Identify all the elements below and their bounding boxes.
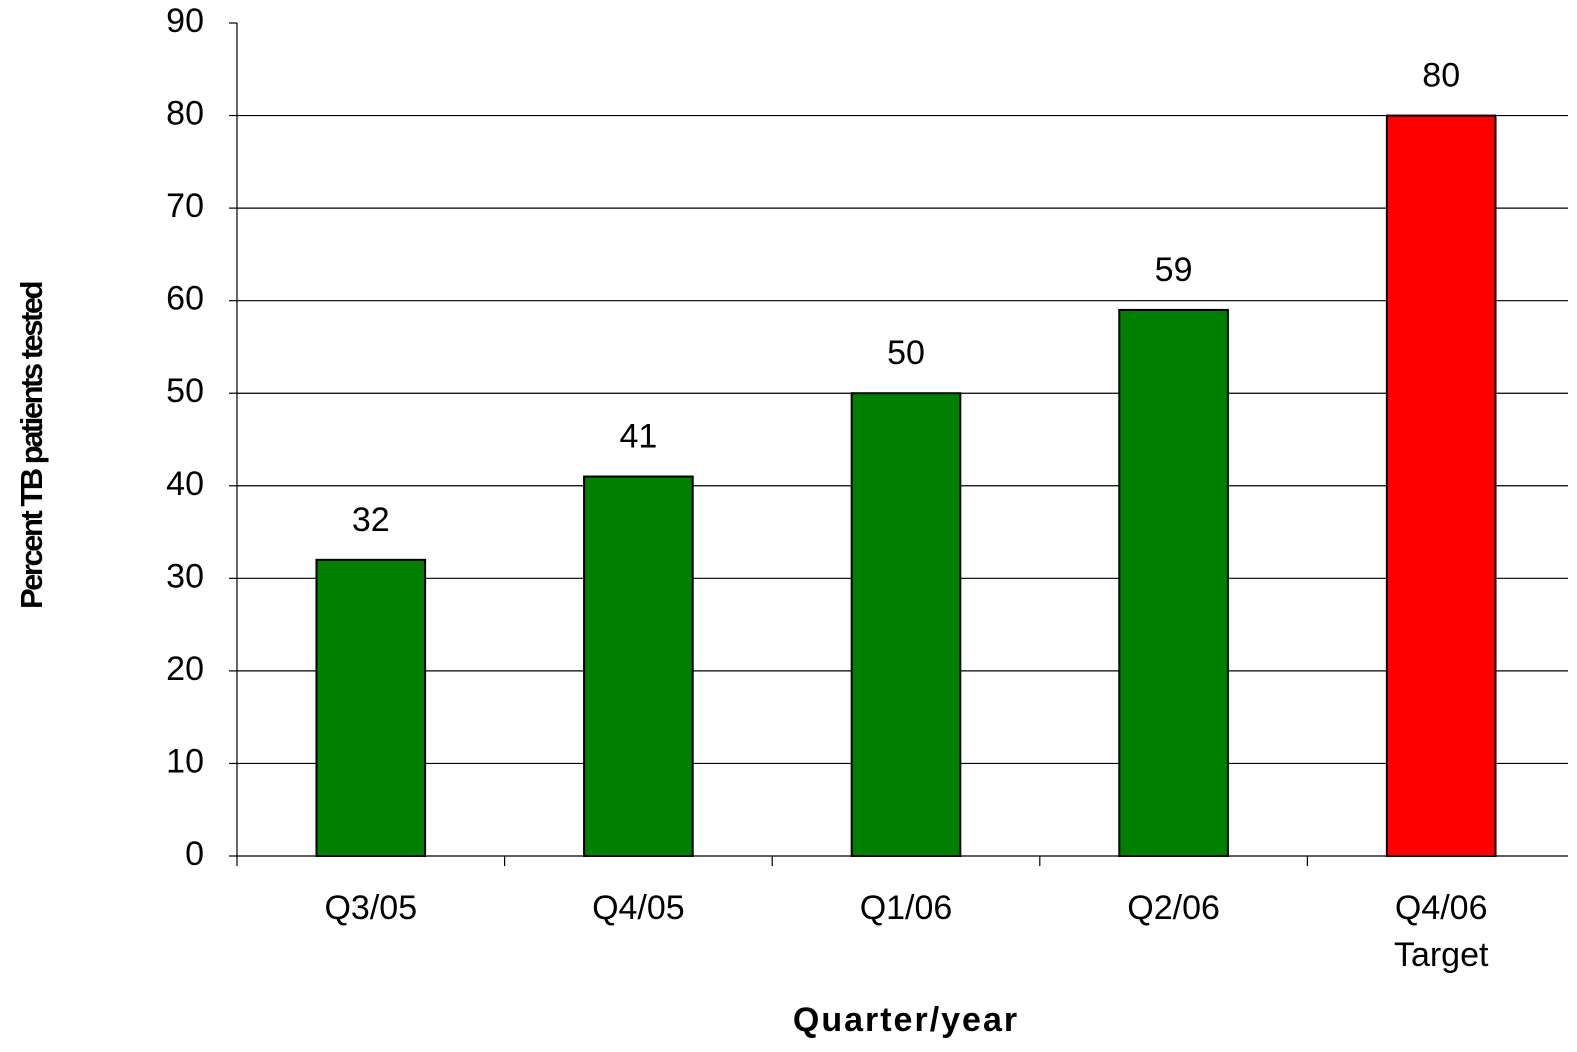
value-label: 32 (352, 501, 390, 539)
value-label: 50 (887, 334, 925, 372)
y-tick-label: 10 (166, 742, 204, 780)
x-tick-label-line: Target (1394, 936, 1489, 974)
y-tick-label: 30 (166, 557, 204, 595)
x-tick-label: Q3/05 (324, 889, 417, 927)
x-tick-label-line: Q4/05 (592, 889, 685, 927)
x-tick-label-line: Q2/06 (1127, 889, 1220, 927)
y-tick-label: 70 (166, 187, 204, 225)
x-tick-label-line: Q3/05 (324, 889, 417, 927)
value-label: 59 (1155, 251, 1193, 289)
bar (850, 392, 962, 857)
x-tick-label: Q4/05 (592, 889, 685, 927)
y-tick-label: 80 (166, 95, 204, 133)
y-axis-title: Percent TB patients tested (14, 282, 49, 609)
bar (1385, 114, 1497, 858)
y-tick-label: 90 (166, 2, 204, 40)
bar (1118, 308, 1229, 857)
value-label: 41 (619, 418, 657, 456)
x-tick-label-line: Q1/06 (860, 889, 953, 927)
bar (583, 475, 694, 857)
x-axis-title: Quarter/year (793, 1001, 1019, 1039)
value-label: 80 (1422, 57, 1460, 95)
y-tick-label: 60 (166, 280, 204, 318)
y-tick-label: 50 (166, 372, 204, 410)
y-tick-label: 40 (166, 465, 204, 503)
x-tick-label: Q1/06 (860, 889, 953, 927)
x-tick-label-line: Q4/06 (1395, 889, 1488, 927)
y-tick-label: 20 (166, 650, 204, 688)
x-tick-label: Q4/06 Target (1394, 889, 1489, 974)
y-tick-label: 0 (185, 835, 204, 873)
bar (315, 558, 427, 857)
x-tick-label: Q2/06 (1127, 889, 1220, 927)
